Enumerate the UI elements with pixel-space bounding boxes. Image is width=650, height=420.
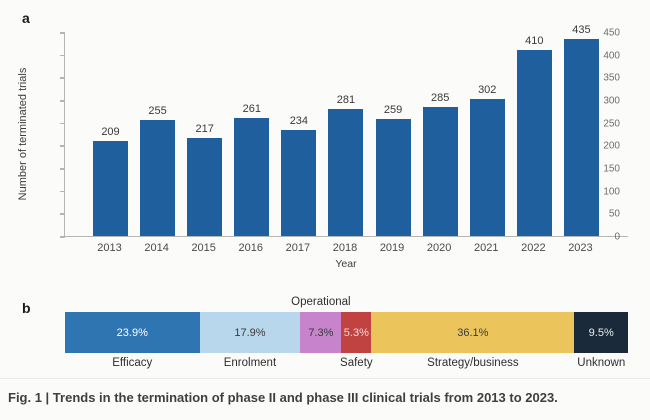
x-tick-label-2021: 2021 <box>474 242 499 254</box>
stacked-bar-below-labels: Efficacy Enrolment Safety Strategy/business… <box>65 357 628 371</box>
segment-name-label-unknown: Unknown <box>577 357 626 369</box>
y-tick-label: 100 <box>603 186 620 198</box>
y-tick <box>60 145 65 147</box>
segment-name-label-safety: Safety <box>340 357 373 369</box>
x-tick-label-2017: 2017 <box>285 242 311 254</box>
y-tick-label: 150 <box>603 163 620 175</box>
bar-rect <box>187 137 223 236</box>
x-tick-label-2018: 2018 <box>332 242 358 254</box>
bar-value-label: 217 <box>195 122 214 135</box>
stacked-bar-above-labels: Operational <box>65 296 628 310</box>
x-tick-label-2013: 2013 <box>97 242 122 254</box>
segment-name-label-enrolment: Enrolment <box>223 357 277 369</box>
y-tick <box>60 236 65 238</box>
segment-strategy-business: 36.1% <box>371 312 575 353</box>
bar-2022: 410 <box>516 35 552 236</box>
y-tick <box>60 77 65 79</box>
y-tick <box>60 190 65 193</box>
bar-value-label: 255 <box>148 105 167 118</box>
segment-percent-label: 17.9% <box>234 326 266 339</box>
bar-series: 209 255 217 261 234 281 259 285 302 410 435 <box>93 24 599 236</box>
y-tick <box>60 213 65 215</box>
segment-operational: 7.3% <box>300 312 342 353</box>
bar-2020: 285 <box>422 91 458 236</box>
panel-a-label: a <box>22 10 30 26</box>
bar-rect <box>93 141 128 236</box>
y-tick-label: 300 <box>603 95 620 107</box>
x-tick-label-2015: 2015 <box>191 242 216 254</box>
y-tick-label: 200 <box>603 140 620 152</box>
segment-enrolment: 17.9% <box>199 312 301 353</box>
bar-value-label: 209 <box>101 126 120 139</box>
segment-percent-label: 9.5% <box>588 326 614 339</box>
x-tick-label-2022: 2022 <box>521 242 546 254</box>
x-tick-label-2023: 2023 <box>568 242 593 254</box>
y-tick-label: 0 <box>614 231 620 243</box>
caption-divider <box>0 378 650 379</box>
bar-2016: 261 <box>234 102 270 236</box>
bar-rect <box>563 38 599 236</box>
bar-value-label: 261 <box>242 102 261 115</box>
segment-name-label-strategy-business: Strategy/business <box>427 357 519 369</box>
y-tick <box>60 168 65 170</box>
y-tick <box>60 100 65 102</box>
segment-safety: 5.3% <box>341 312 372 353</box>
y-tick-label: 50 <box>608 208 620 220</box>
bar-rect <box>375 118 411 236</box>
bar-2019: 259 <box>375 103 411 236</box>
bar-rect <box>328 108 364 236</box>
bar-2014: 255 <box>140 105 176 236</box>
y-tick-label: 450 <box>603 27 620 39</box>
bar-2015: 217 <box>187 122 223 236</box>
y-tick-label: 250 <box>603 118 620 130</box>
y-tick <box>60 32 65 34</box>
bar-rect <box>234 117 270 236</box>
bar-value-label: 234 <box>289 114 309 127</box>
segment-percent-label: 5.3% <box>343 326 369 339</box>
bar-rect <box>281 129 317 236</box>
bar-rect <box>469 99 505 236</box>
bar-value-label: 285 <box>430 91 450 104</box>
bar-chart-plot-area: 0 50 100 150 200 250 300 350 400 450 209 255 217 261… <box>60 24 628 243</box>
bar-value-label: 259 <box>383 103 403 116</box>
segment-percent-label: 23.9% <box>116 326 148 339</box>
panel-b-label: b <box>22 300 31 316</box>
stacked-bar: 23.9% 17.9% 7.3% 5.3% 36.1% 9.5% <box>65 312 628 353</box>
bar-rect <box>516 50 552 236</box>
segment-unknown: 9.5% <box>574 312 628 353</box>
x-tick-label-2014: 2014 <box>144 242 169 254</box>
bar-2021: 302 <box>469 84 505 236</box>
x-tick-label-2020: 2020 <box>426 242 452 254</box>
segment-percent-label: 36.1% <box>457 326 489 339</box>
bar-value-label: 281 <box>336 93 356 106</box>
y-tick-label: 350 <box>603 72 620 84</box>
segment-efficacy: 23.9% <box>65 312 200 353</box>
y-tick-label: 400 <box>603 50 620 62</box>
segment-name-label-efficacy: Efficacy <box>112 357 153 369</box>
y-axis-title: Number of terminated trials <box>17 67 29 201</box>
bar-rect <box>422 106 458 236</box>
bar-rect <box>140 120 176 236</box>
x-axis-tick-labels: 2013 2014 2015 2016 2017 2018 2019 2020 2021 2022… <box>92 242 598 254</box>
x-tick-label-2016: 2016 <box>238 242 264 254</box>
figure-caption: Fig. 1 | Trends in the termination of ph… <box>8 390 558 405</box>
bar-2023: 435 <box>563 23 599 236</box>
x-axis-title: Year <box>335 258 357 270</box>
segment-name-label-operational: Operational <box>291 296 351 308</box>
bar-value-label: 410 <box>525 35 544 48</box>
segment-percent-label: 7.3% <box>308 326 334 339</box>
bar-2018: 281 <box>328 93 364 236</box>
y-tick <box>60 122 65 125</box>
bar-2017: 234 <box>281 114 317 236</box>
x-tick-label-2019: 2019 <box>379 242 405 254</box>
bar-value-label: 302 <box>478 84 497 97</box>
bar-2013: 209 <box>93 126 128 236</box>
bar-value-label: 435 <box>572 23 591 36</box>
y-tick <box>60 54 65 57</box>
